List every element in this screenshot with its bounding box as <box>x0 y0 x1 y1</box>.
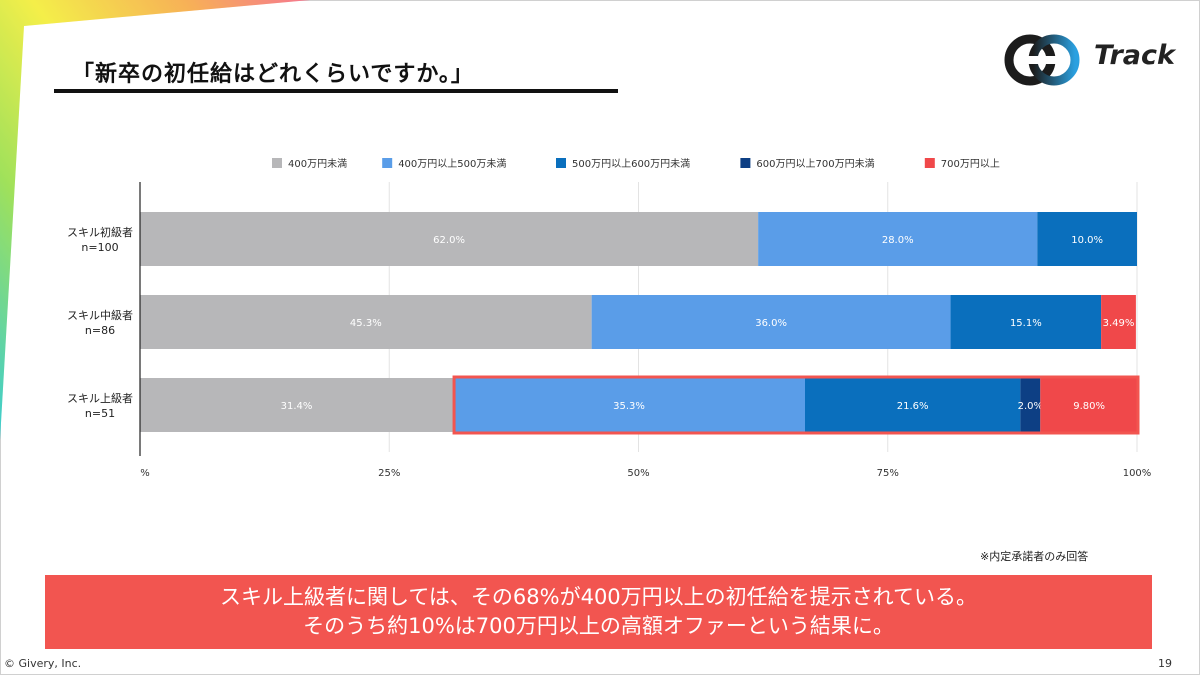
data-label: 62.0% <box>433 235 465 246</box>
summary-line-1: スキル上級者に関しては、その68%が400万円以上の初任給を提示されている。 <box>219 585 978 609</box>
data-label: 45.3% <box>350 318 382 329</box>
data-label: 9.80% <box>1073 401 1105 412</box>
legend-label: 600万円以上700万円未満 <box>756 158 874 170</box>
bar-segment <box>453 378 805 432</box>
highlight-box <box>452 375 1140 435</box>
category-label: スキル上級者 <box>67 392 133 405</box>
x-tick-label: % <box>140 468 150 479</box>
x-tick-label: 100% <box>1123 468 1152 479</box>
data-label: 35.3% <box>613 401 645 412</box>
legend-swatch <box>272 158 282 168</box>
title-underline <box>54 89 618 93</box>
legend-label: 400万円以上500万未満 <box>398 158 506 170</box>
page-number: 19 <box>1158 657 1172 670</box>
footnote: ※内定承諾者のみ回答 <box>980 550 1089 563</box>
x-tick-label: 25% <box>378 468 400 479</box>
page-title: 「新卒の初任給はどれくらいですか。」 <box>72 62 474 87</box>
data-label: 10.0% <box>1071 235 1103 246</box>
data-label: 36.0% <box>755 318 787 329</box>
category-n-label: n=51 <box>85 407 115 420</box>
legend-label: 500万円以上600万円未満 <box>572 158 690 170</box>
legend-swatch <box>382 158 393 168</box>
data-label: 31.4% <box>281 401 313 412</box>
category-label: スキル初級者 <box>67 225 133 239</box>
legend-swatch <box>924 158 935 168</box>
x-tick-label: 75% <box>877 468 899 479</box>
legend-label: 700万円以上 <box>941 158 1000 170</box>
data-label: 15.1% <box>1010 318 1042 329</box>
bar-segment <box>950 295 1102 349</box>
bar-segment <box>140 295 592 349</box>
legend-swatch <box>740 158 751 168</box>
data-label: 28.0% <box>882 235 914 246</box>
x-tick-label: 50% <box>627 468 649 479</box>
bar-segment <box>1037 212 1137 266</box>
category-label: スキル中級者 <box>67 309 133 322</box>
category-n-label: n=100 <box>81 241 118 254</box>
legend-swatch <box>556 158 566 168</box>
data-label: 2.0% <box>1018 401 1043 412</box>
bar-segment <box>804 378 1021 432</box>
bar-segment <box>1020 378 1041 432</box>
legend-label: 400万円未満 <box>288 158 347 170</box>
data-label: 3.49% <box>1103 318 1135 329</box>
bar-segment <box>1101 295 1136 349</box>
logo-text: Track <box>1094 40 1175 71</box>
track-logo-icon <box>1004 34 1080 86</box>
bar-segment <box>140 212 759 266</box>
copyright: © Givery, Inc. <box>4 657 82 670</box>
summary-banner: スキル上級者に関しては、その68%が400万円以上の初任給を提示されている。 そ… <box>45 575 1152 649</box>
bar-segment <box>591 295 951 349</box>
bar-segment <box>140 378 454 432</box>
stacked-bar-chart: 400万円未満 400万円以上500万未満 500万円以上600万円未満 600万円以… <box>67 158 1152 479</box>
category-n-label: n=86 <box>85 324 115 337</box>
bar-segment <box>1040 378 1138 432</box>
data-label: 21.6% <box>897 401 929 412</box>
bar-segment <box>758 212 1038 266</box>
summary-line-2: そのうち約10%は700万円以上の高額オファーという結果に。 <box>303 614 894 638</box>
